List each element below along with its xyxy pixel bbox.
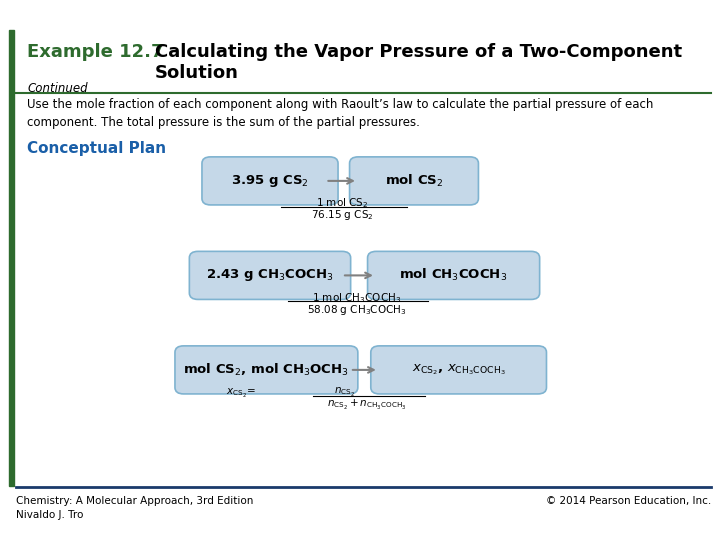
Text: 58.08 g CH$_3$COCH$_3$: 58.08 g CH$_3$COCH$_3$ — [307, 303, 406, 318]
Text: 3.95 g CS$_2$: 3.95 g CS$_2$ — [231, 173, 309, 189]
Text: Calculating the Vapor Pressure of a Two-Component
Solution: Calculating the Vapor Pressure of a Two-… — [155, 43, 682, 82]
Text: 2.43 g CH$_3$COCH$_3$: 2.43 g CH$_3$COCH$_3$ — [206, 267, 334, 284]
Text: Chemistry: A Molecular Approach, 3rd Edition
Nivaldo J. Tro: Chemistry: A Molecular Approach, 3rd Edi… — [16, 496, 253, 519]
Bar — [9, 30, 14, 486]
Text: 1 mol CS$_2$: 1 mol CS$_2$ — [316, 197, 368, 211]
FancyBboxPatch shape — [371, 346, 546, 394]
Text: $x_{\mathrm{CS_2}}$, $x_{\mathrm{CH_3COCH_3}}$: $x_{\mathrm{CS_2}}$, $x_{\mathrm{CH_3COC… — [412, 363, 505, 377]
FancyBboxPatch shape — [367, 252, 540, 299]
Text: mol CH$_3$COCH$_3$: mol CH$_3$COCH$_3$ — [400, 267, 508, 284]
Text: mol CS$_2$, mol CH$_3$OCH$_3$: mol CS$_2$, mol CH$_3$OCH$_3$ — [184, 362, 349, 378]
FancyBboxPatch shape — [349, 157, 478, 205]
Text: $n_{\mathrm{CS_2}}$: $n_{\mathrm{CS_2}}$ — [333, 386, 355, 399]
Text: $n_{\mathrm{CS_2}}+n_{\mathrm{CH_3COCH_3}}$: $n_{\mathrm{CS_2}}+n_{\mathrm{CH_3COCH_3… — [328, 398, 407, 412]
FancyBboxPatch shape — [175, 346, 358, 394]
Text: 1 mol CH$_3$COCH$_3$: 1 mol CH$_3$COCH$_3$ — [312, 292, 401, 306]
Text: 76.15 g CS$_2$: 76.15 g CS$_2$ — [310, 208, 374, 222]
FancyBboxPatch shape — [202, 157, 338, 205]
Text: Example 12.7: Example 12.7 — [27, 43, 164, 61]
Text: Continued: Continued — [27, 82, 88, 95]
Text: © 2014 Pearson Education, Inc.: © 2014 Pearson Education, Inc. — [546, 496, 711, 506]
FancyBboxPatch shape — [189, 252, 351, 299]
Text: mol CS$_2$: mol CS$_2$ — [384, 173, 444, 189]
Text: Conceptual Plan: Conceptual Plan — [27, 141, 166, 157]
Text: $x_{\mathrm{CS_2}}\!=$: $x_{\mathrm{CS_2}}\!=$ — [226, 387, 256, 400]
Text: Use the mole fraction of each component along with Raoult’s law to calculate the: Use the mole fraction of each component … — [27, 98, 654, 129]
